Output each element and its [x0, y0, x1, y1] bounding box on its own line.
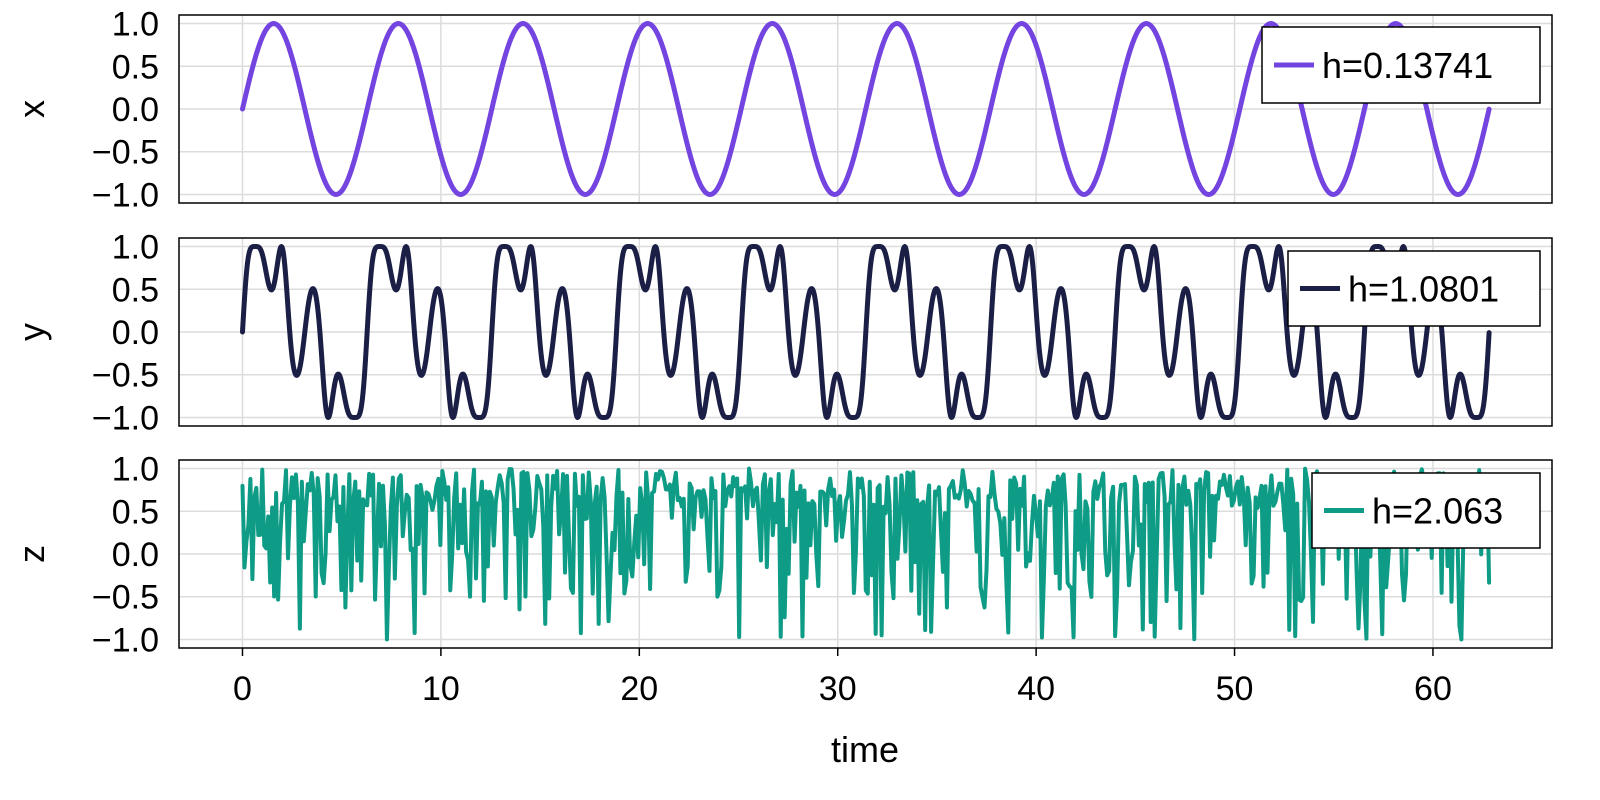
legend-label: h=1.0801	[1348, 269, 1499, 310]
y-tick-label: −0.5	[92, 579, 159, 617]
y-tick-label: −0.5	[92, 134, 159, 172]
y-tick-label: 0.5	[112, 493, 159, 531]
x-axis-label: time	[831, 729, 899, 770]
y-tick-label: −1.0	[92, 176, 159, 214]
y-tick-label: 0.0	[112, 536, 159, 574]
x-tick-label: 40	[1017, 670, 1055, 708]
x-tick-label: 60	[1414, 670, 1452, 708]
x-tick-label: 50	[1216, 670, 1254, 708]
axes-frame	[178, 459, 1553, 649]
y-tick-label: 1.0	[112, 229, 159, 267]
y-axis-label: z	[11, 545, 52, 563]
legend-label: h=2.063	[1372, 491, 1503, 532]
y-tick-label: −1.0	[92, 621, 159, 659]
series-line	[239, 244, 1492, 420]
y-axis-label: y	[11, 323, 52, 341]
series-line	[240, 466, 1492, 642]
panel-z: 1.0 0.5 0.0 −0.5 −1.0 z h=2.063 0 10 20 30 40 50 60	[11, 451, 1553, 708]
axes-frame	[178, 237, 1553, 427]
y-tick-label: 1.0	[112, 6, 159, 44]
y-tick-label: 0.5	[112, 271, 159, 309]
y-tick-label: −0.5	[92, 357, 159, 395]
y-tick-label: 0.5	[112, 48, 159, 86]
axes-frame	[178, 14, 1553, 204]
y-tick-label: 0.0	[112, 91, 159, 129]
x-tick-label: 20	[620, 670, 658, 708]
y-tick-label: 1.0	[112, 451, 159, 489]
legend-label: h=0.13741	[1322, 45, 1493, 86]
x-tick-label: 0	[233, 670, 252, 708]
x-tick-label: 10	[422, 670, 460, 708]
panel-x: 1.0 0.5 0.0 −0.5 −1.0 x h=0.13741	[11, 6, 1553, 214]
x-tick-label: 30	[819, 670, 857, 708]
y-tick-label: 0.0	[112, 314, 159, 352]
y-axis-label: x	[11, 100, 52, 118]
y-tick-label: −1.0	[92, 399, 159, 437]
panel-y: 1.0 0.5 0.0 −0.5 −1.0 y h=1.0801	[11, 229, 1553, 437]
